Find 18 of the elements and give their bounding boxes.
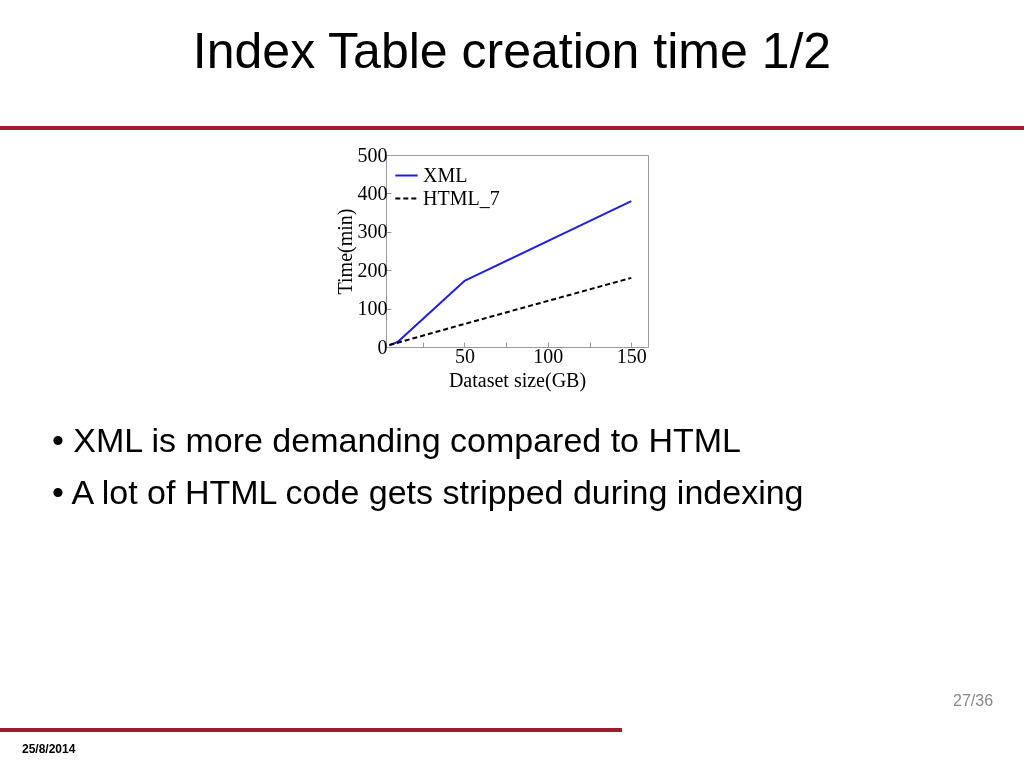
- text: • XML is more demanding compared to HTML: [52, 420, 743, 461]
- text: 27/36: [953, 692, 994, 710]
- y-tick-label: 0: [377, 335, 388, 358]
- legend-label: XML: [423, 163, 468, 186]
- text: 25/8/2014: [22, 742, 76, 756]
- y-axis-title: Time(min): [333, 208, 357, 295]
- y-tick-label: 100: [357, 297, 388, 320]
- x-tick-label: 50: [454, 344, 475, 367]
- text: • A lot of HTML code gets stripped during indexing: [52, 472, 805, 513]
- y-tick-label: 400: [357, 181, 388, 204]
- x-tick-label: 100: [533, 344, 564, 367]
- y-tick-label: 500: [357, 143, 388, 166]
- x-tick-label: 150: [616, 344, 647, 367]
- y-tick-label: 200: [357, 258, 388, 281]
- legend-label: HTML_7: [423, 186, 500, 209]
- chart-title: Index Table creation time 1/2: [191, 22, 833, 80]
- x-axis-title: Dataset size(GB): [448, 368, 587, 392]
- y-tick-label: 300: [357, 220, 388, 243]
